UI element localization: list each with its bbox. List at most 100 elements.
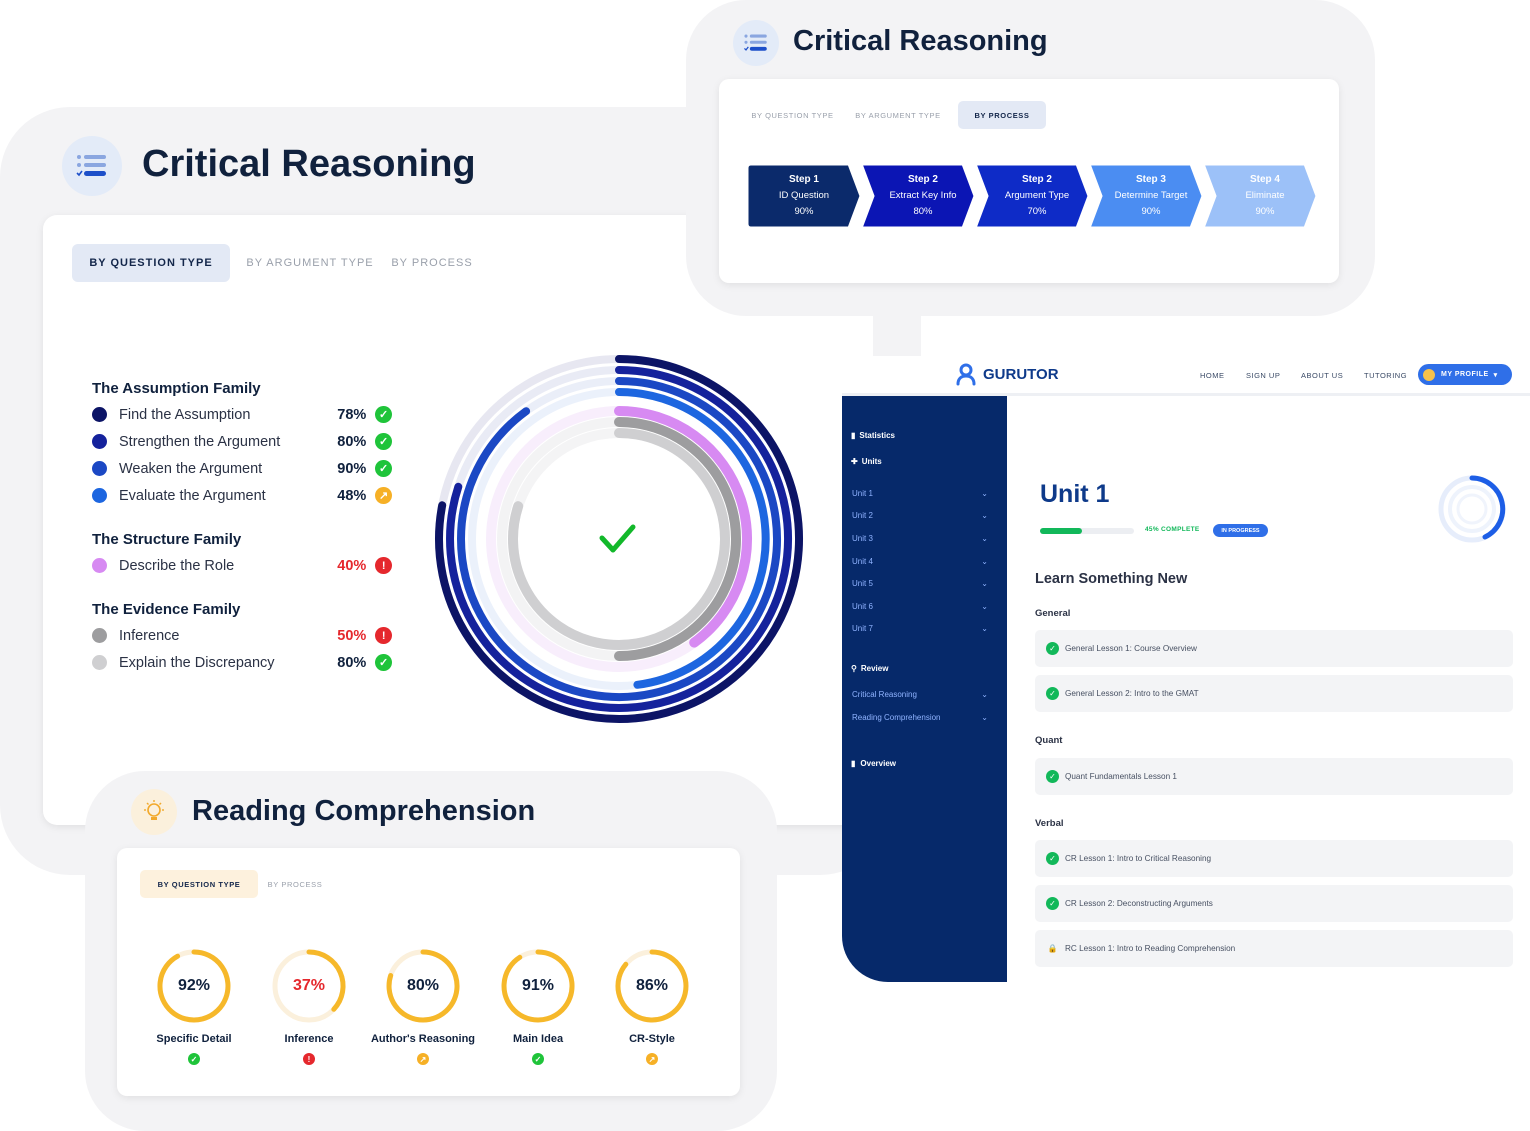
progress-rings-chart bbox=[435, 355, 803, 723]
trend-up-icon: ↗ bbox=[417, 1053, 429, 1065]
gauge-ring bbox=[501, 949, 575, 1023]
chevron-down-icon: ⌄ bbox=[981, 624, 988, 634]
process-step-shape bbox=[1087, 164, 1205, 228]
sidebar-overview[interactable]: ▮ Overview bbox=[851, 759, 896, 768]
check-icon: ✓ bbox=[532, 1053, 544, 1065]
document-icon: ▮ bbox=[851, 759, 856, 768]
lesson-item[interactable]: ✓ CR Lesson 2: Deconstructing Arguments bbox=[1035, 885, 1513, 922]
status-badge: IN PROGRESS bbox=[1213, 524, 1268, 537]
puzzle-icon: ✚ bbox=[851, 457, 858, 466]
lesson-item[interactable]: ✓ Quant Fundamentals Lesson 1 bbox=[1035, 758, 1513, 795]
tab-by-process[interactable]: BY PROCESS bbox=[391, 257, 473, 269]
sidebar-item-unit[interactable]: Unit 3 ⌄ bbox=[852, 527, 988, 550]
lesson-item[interactable]: ✓ CR Lesson 1: Intro to Critical Reasonin… bbox=[1035, 840, 1513, 877]
check-icon: ✓ bbox=[1046, 770, 1059, 783]
chevron-down-icon: ⌄ bbox=[981, 601, 988, 611]
unit-label: Unit 2 bbox=[852, 511, 873, 521]
lock-icon: 🔒 bbox=[1047, 944, 1058, 953]
sidebar-units[interactable]: ✚ Units bbox=[851, 457, 882, 466]
question-type-list: The Assumption Family Find the Assumption… bbox=[92, 380, 392, 676]
gauge-label: CR-Style bbox=[629, 1033, 675, 1045]
lesson-item[interactable]: ✓ General Lesson 1: Course Overview bbox=[1035, 630, 1513, 667]
question-type-row[interactable]: Weaken the Argument 90% ✓ bbox=[92, 455, 392, 482]
series-color-dot bbox=[92, 655, 107, 670]
sidebar-review[interactable]: ⚲ Review bbox=[851, 664, 889, 673]
search-icon: ⚲ bbox=[851, 664, 857, 673]
sidebar-item-unit[interactable]: Unit 2 ⌄ bbox=[852, 505, 988, 528]
step-name: ID Question bbox=[778, 190, 830, 201]
process-step[interactable]: Step 3 Determine Target 90% bbox=[1099, 164, 1203, 228]
series-color-dot bbox=[92, 488, 107, 503]
tab-by-question-type[interactable]: BY QUESTION TYPE bbox=[751, 110, 834, 120]
center-check-icon bbox=[599, 524, 636, 553]
sidebar-item-unit[interactable]: Unit 7 ⌄ bbox=[852, 618, 988, 641]
profile-label: MY PROFILE bbox=[1441, 371, 1489, 378]
question-type-row[interactable]: Evaluate the Argument 48% ↗ bbox=[92, 482, 392, 509]
question-type-row[interactable]: Explain the Discrepancy 80% ✓ bbox=[92, 649, 392, 676]
header-divider bbox=[842, 393, 1530, 396]
tab-by-argument-type[interactable]: BY ARGUMENT TYPE bbox=[246, 257, 374, 269]
nav-tutoring[interactable]: TUTORING bbox=[1364, 371, 1408, 380]
question-type-percent: 40% bbox=[337, 557, 367, 574]
question-type-percent: 80% bbox=[337, 433, 367, 450]
lesson-item[interactable]: ✓ General Lesson 2: Intro to the GMAT bbox=[1035, 675, 1513, 712]
learn-title: Learn Something New bbox=[1035, 571, 1188, 587]
tab-by-question-type[interactable]: BY QUESTION TYPE bbox=[72, 244, 230, 282]
brand-logo[interactable]: GURUTOR bbox=[955, 362, 1059, 386]
sidebar-item-reading-comprehension[interactable]: Reading Comprehension ⌄ bbox=[852, 713, 988, 722]
tab-by-question-type[interactable]: BY QUESTION TYPE bbox=[140, 870, 258, 898]
sidebar-item-unit[interactable]: Unit 5 ⌄ bbox=[852, 572, 988, 595]
question-type-row[interactable]: Describe the Role 40%! bbox=[92, 552, 392, 579]
chevron-down-icon: ⌄ bbox=[981, 579, 988, 589]
process-step[interactable]: Step 2 Extract Key Info 80% bbox=[871, 164, 975, 228]
trend-up-icon: ↗ bbox=[375, 487, 392, 504]
lesson-item[interactable]: 🔒 RC Lesson 1: Intro to Reading Comprehen… bbox=[1035, 930, 1513, 967]
reading-comprehension-title: Reading Comprehension bbox=[192, 795, 536, 827]
question-type-row[interactable]: Inference 50%! bbox=[92, 622, 392, 649]
critical-reasoning-process-title: Critical Reasoning bbox=[793, 25, 1048, 57]
question-type-row[interactable]: Find the Assumption 78% ✓ bbox=[92, 401, 392, 428]
process-steps: Step 1 ID Question 90% Step 2 Extract Key In… bbox=[747, 164, 1319, 228]
process-step[interactable]: Step 4 Eliminate 90% bbox=[1213, 164, 1317, 228]
profile-button[interactable]: MY PROFILE ▾ bbox=[1418, 364, 1512, 385]
question-type-row[interactable]: Strengthen the Argument 80% ✓ bbox=[92, 428, 392, 455]
sidebar-item-critical-reasoning[interactable]: Critical Reasoning ⌄ bbox=[852, 690, 988, 699]
process-step-shape bbox=[1201, 164, 1319, 228]
gurutor-logo-icon bbox=[956, 363, 976, 386]
gauge-value: 80% bbox=[406, 977, 440, 994]
ring-progress-arc bbox=[615, 388, 770, 689]
gauge-label: Specific Detail bbox=[156, 1033, 232, 1045]
gauge-ring bbox=[272, 949, 346, 1023]
sidebar-item-unit[interactable]: Unit 6 ⌄ bbox=[852, 595, 988, 618]
tab-by-process[interactable]: BY PROCESS bbox=[958, 101, 1046, 129]
process-step[interactable]: Step 2 Argument Type 70% bbox=[985, 164, 1089, 228]
sidebar-item-unit[interactable]: Unit 1 ⌄ bbox=[852, 482, 988, 505]
check-icon: ✓ bbox=[1046, 687, 1059, 700]
steps-shapes bbox=[747, 164, 1319, 228]
step-name: Extract Key Info bbox=[889, 190, 957, 201]
chevron-down-icon: ▾ bbox=[1493, 371, 1498, 379]
sidebar-item-unit[interactable]: Unit 4 ⌄ bbox=[852, 550, 988, 573]
score-gauge: 80% bbox=[385, 948, 461, 1024]
process-step[interactable]: Step 1 ID Question 90% bbox=[747, 164, 861, 228]
tab-by-argument-type[interactable]: BY ARGUMENT TYPE bbox=[855, 110, 941, 120]
unit-label: Unit 1 bbox=[852, 488, 873, 498]
step-number: Step 2 bbox=[907, 174, 938, 185]
alert-icon: ! bbox=[303, 1053, 315, 1065]
step-number: Step 3 bbox=[1135, 174, 1166, 185]
step-percent: 90% bbox=[1255, 206, 1275, 217]
question-type-percent: 50% bbox=[337, 627, 367, 644]
sidebar-statistics[interactable]: ▮ Statistics bbox=[851, 431, 895, 440]
nav-home[interactable]: HOME bbox=[1200, 371, 1225, 380]
question-type-label: Describe the Role bbox=[119, 557, 235, 574]
gauge-arc bbox=[386, 949, 460, 1023]
nav-about-us[interactable]: ABOUT US bbox=[1301, 371, 1344, 380]
ring-progress-arc bbox=[614, 406, 753, 648]
nav-sign-up[interactable]: SIGN UP bbox=[1246, 371, 1281, 380]
step-percent: 90% bbox=[794, 206, 814, 217]
check-icon: ✓ bbox=[375, 433, 392, 450]
unit-progress-fill bbox=[1040, 528, 1083, 534]
tab-by-process[interactable]: BY PROCESS bbox=[267, 879, 323, 889]
check-icon: ✓ bbox=[1046, 642, 1059, 655]
step-name: Eliminate bbox=[1245, 190, 1285, 201]
